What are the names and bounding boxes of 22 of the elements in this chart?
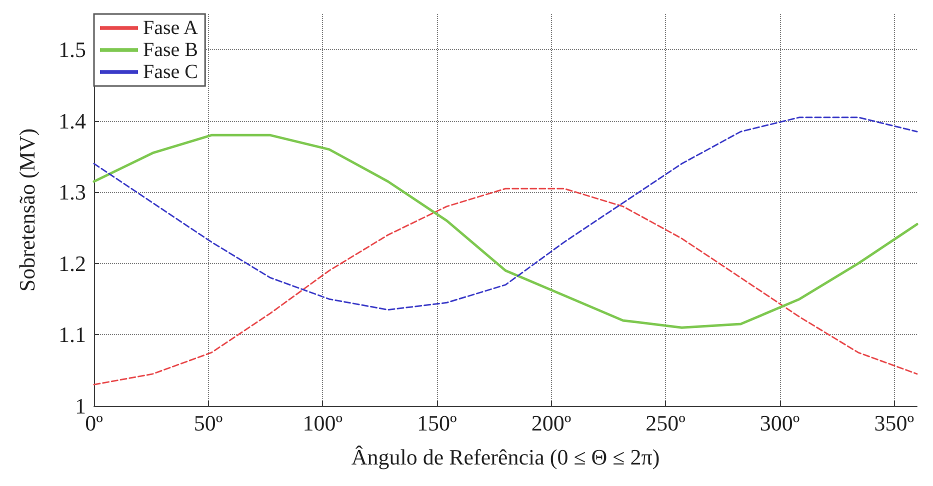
x-tick-label: 150º xyxy=(417,410,458,436)
legend-label: Fase C xyxy=(143,61,198,83)
y-axis-title: Sobretensão (MV) xyxy=(14,128,40,292)
y-tick-label: 1.4 xyxy=(58,108,86,134)
y-tick-label: 1.2 xyxy=(58,250,86,276)
x-tick-label: 100º xyxy=(302,410,343,436)
x-axis-title: Ângulo de Referência (0 ≤ Θ ≤ 2π) xyxy=(351,444,660,470)
legend-label: Fase B xyxy=(143,39,198,61)
line-series xyxy=(92,134,918,329)
x-tick-label: 300º xyxy=(760,410,800,436)
x-tick-label: 350º xyxy=(874,410,914,436)
line-series xyxy=(93,116,918,311)
x-tick-label: 200º xyxy=(531,410,572,436)
y-tick-label: 1.5 xyxy=(58,37,86,62)
y-tick-label: 1.1 xyxy=(58,322,86,348)
line-series xyxy=(93,188,918,386)
x-tick-label: 50º xyxy=(194,410,223,436)
x-tick-label: 0º xyxy=(85,410,104,436)
legend-label: Fase A xyxy=(143,17,199,39)
x-tick-label: 250º xyxy=(646,410,686,436)
y-tick-label: 1.3 xyxy=(58,180,86,205)
y-tick-label: 1 xyxy=(75,394,86,418)
